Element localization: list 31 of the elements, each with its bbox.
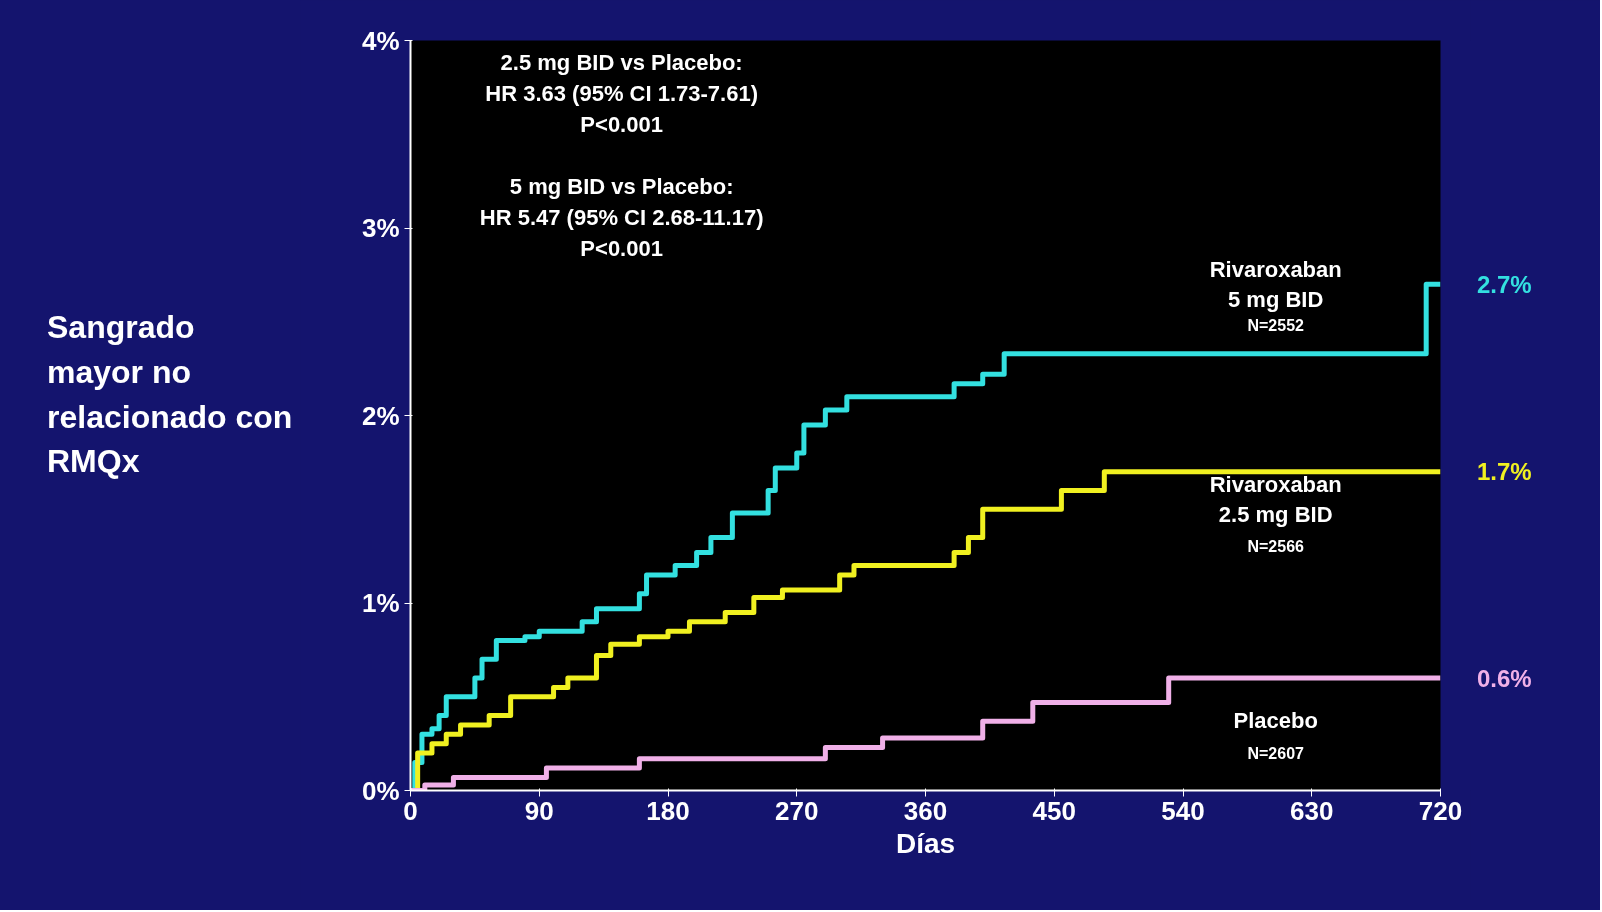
series-label: Rivaroxaban 2.5 mg BID [1209,471,1342,527]
y-tick-label: 2% [361,400,400,431]
x-tick-label: 270 [775,795,819,826]
x-tick-label: 90 [524,795,554,826]
annotation: HR 5.47 (95% CI 2.68-11.17) [479,205,764,230]
y-axis-title: Sangrado mayor no relacionado con RMQx [47,308,294,482]
y-tick-label: 3% [361,213,400,243]
x-tick-label: 0 [403,795,418,826]
annotation: N=2552 [1247,317,1305,335]
x-axis-title: Días [895,827,956,859]
y-tick-label: 4% [361,25,400,56]
annotation: P<0.001 [580,112,663,137]
y-tick-label: 1% [361,588,400,618]
x-tick-label: 630 [1290,795,1334,826]
series-label: Placebo [1233,708,1318,733]
data-label: 0.6% [1477,664,1532,692]
x-tick-label: 180 [646,795,690,826]
annotation: 5 mg BID vs Placebo: [509,174,734,199]
annotation: HR 3.63 (95% CI 1.73-7.61) [485,81,759,106]
annotation: N=2607 [1247,744,1305,762]
y-tick-label: 0% [361,775,400,806]
x-tick-label: 360 [903,795,948,826]
data-label: 1.7% [1477,458,1532,486]
x-tick-label: 540 [1161,795,1205,826]
x-tick-label: 720 [1418,795,1463,826]
annotation: P<0.001 [580,236,663,261]
x-tick-label: 450 [1032,795,1076,826]
series-label: Rivaroxaban 5 mg BID [1209,256,1342,312]
annotation: 2.5 mg BID vs Placebo: [500,50,743,75]
data-label: 2.7% [1477,270,1532,298]
annotation: N=2566 [1247,538,1305,556]
